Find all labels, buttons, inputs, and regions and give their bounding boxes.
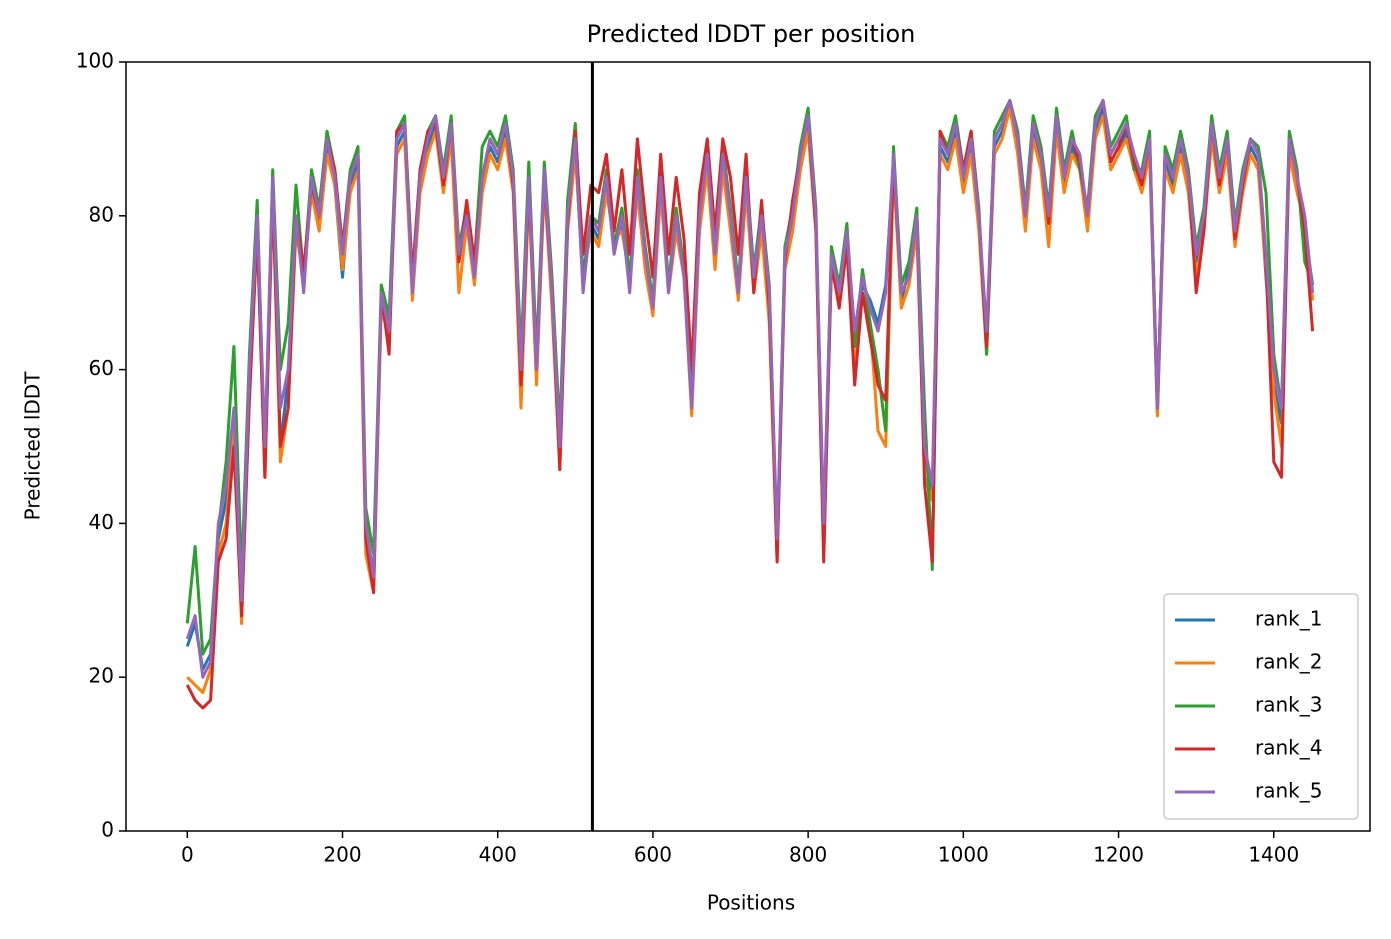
y-tick-label: 0 xyxy=(101,818,114,842)
x-tick-label: 1400 xyxy=(1248,843,1299,867)
x-tick-label: 800 xyxy=(789,843,827,867)
y-tick-label: 100 xyxy=(76,49,114,73)
series-line xyxy=(185,99,1315,679)
x-tick-label: 1200 xyxy=(1093,843,1144,867)
y-tick-label: 80 xyxy=(89,202,114,226)
x-tick-label: 600 xyxy=(634,843,672,867)
y-axis-label: Predicted lDDT xyxy=(21,371,45,521)
x-tick-label: 400 xyxy=(479,843,517,867)
series-line xyxy=(185,106,1315,671)
x-tick-label: 0 xyxy=(181,843,194,867)
series-line xyxy=(186,106,1315,695)
x-tick-label: 200 xyxy=(323,843,361,867)
x-tick-label: 1000 xyxy=(938,843,989,867)
y-tick-label: 20 xyxy=(89,664,114,688)
chart-title: Predicted lDDT per position xyxy=(587,20,916,48)
y-tick-label: 60 xyxy=(89,356,114,380)
legend-label: rank_3 xyxy=(1255,693,1322,717)
y-tick-label: 40 xyxy=(89,510,114,534)
plot-frame xyxy=(125,61,1371,832)
series-line xyxy=(185,99,1315,710)
legend-label: rank_5 xyxy=(1255,779,1322,803)
legend-box xyxy=(1163,593,1359,820)
x-axis-label: Positions xyxy=(707,891,795,915)
legend-label: rank_1 xyxy=(1255,607,1322,631)
legend-label: rank_4 xyxy=(1255,736,1322,760)
legend-label: rank_2 xyxy=(1255,650,1322,674)
